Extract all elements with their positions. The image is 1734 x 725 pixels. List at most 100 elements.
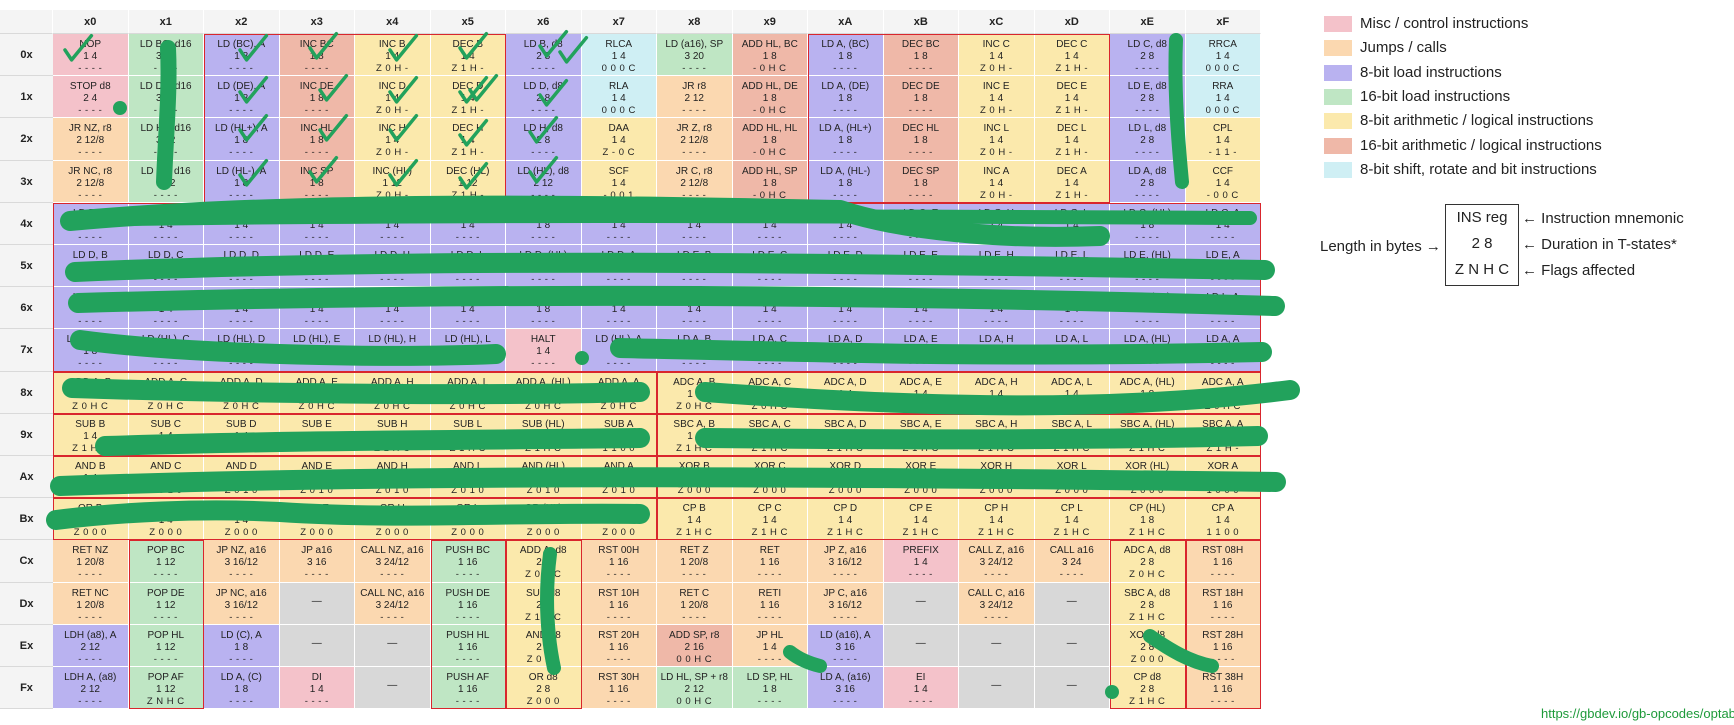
opcode-cell[interactable]: RET NC 1 20/8- - - -	[53, 582, 129, 625]
opcode-cell[interactable]: —	[1034, 667, 1110, 710]
opcode-cell[interactable]: —	[959, 624, 1035, 667]
opcode-cell[interactable]: LD A, (BC) 1 8- - - -	[808, 34, 884, 77]
opcode-cell[interactable]: DEC SP 1 8- - - -	[883, 160, 959, 203]
opcode-cell[interactable]: LD HL, SP + r8 2 12 0 0 H C	[657, 667, 733, 710]
opcode-cell[interactable]: —	[279, 582, 355, 625]
opcode-cell[interactable]: LD A, (HL+) 1 8- - - -	[808, 118, 884, 161]
opcode-cell[interactable]: CALL NC, a16 3 24/12- - - -	[355, 582, 431, 625]
opcode-cell[interactable]: POP AF 1 12 Z N H C	[128, 667, 204, 710]
opcode-cell[interactable]: LD SP, d16 3 12- - - -	[128, 160, 204, 203]
opcode-cell[interactable]: LD D, (HL) 1 8- - - -	[506, 245, 582, 288]
opcode-cell[interactable]: RETI 1 16- - - -	[732, 582, 808, 625]
opcode-cell[interactable]: PREFIX 1 4- - - -	[883, 540, 959, 583]
opcode-cell[interactable]: LD H, d8 2 8- - - -	[506, 118, 582, 161]
opcode-cell[interactable]: LD D, d8 2 8- - - -	[506, 76, 582, 119]
opcode-cell[interactable]: JR NZ, r8 2 12/8- - - -	[53, 118, 129, 161]
opcode-cell[interactable]: RST 30H 1 16- - - -	[581, 667, 657, 710]
opcode-cell[interactable]: JR Z, r8 2 12/8- - - -	[657, 118, 733, 161]
opcode-cell[interactable]: RST 20H 1 16- - - -	[581, 624, 657, 667]
opcode-cell[interactable]: PUSH BC 1 16- - - -	[430, 540, 506, 583]
opcode-cell[interactable]: —	[883, 582, 959, 625]
opcode-cell[interactable]: LD A, (DE) 1 8- - - -	[808, 76, 884, 119]
opcode-cell[interactable]: LD B, d8 2 8- - - -	[506, 34, 582, 77]
opcode-cell[interactable]: JP NC, a16 3 16/12- - - -	[204, 582, 280, 625]
opcode-cell[interactable]: STOP d8 2 4- - - -	[53, 76, 129, 119]
opcode-cell[interactable]: —	[355, 667, 431, 710]
opcode-cell[interactable]: RST 38H 1 16- - - -	[1185, 667, 1261, 710]
opcode-cell[interactable]: CALL Z, a16 3 24/12- - - -	[959, 540, 1035, 583]
opcode-cell[interactable]: LD L, d8 2 8- - - -	[1110, 118, 1186, 161]
opcode-cell[interactable]: JP NZ, a16 3 16/12- - - -	[204, 540, 280, 583]
opcode-cell[interactable]: JP a16 3 16- - - -	[279, 540, 355, 583]
opcode-cell[interactable]: POP BC 1 12- - - -	[128, 540, 204, 583]
opcode-cell[interactable]: —	[355, 624, 431, 667]
opcode-cell[interactable]: CALL a16 3 24- - - -	[1034, 540, 1110, 583]
opcode-cell[interactable]: DEC HL 1 8- - - -	[883, 118, 959, 161]
opcode-cell[interactable]: —	[959, 667, 1035, 710]
opcode-cell[interactable]: LD A, (a16) 3 16- - - -	[808, 667, 884, 710]
opcode-cell[interactable]: —	[1034, 624, 1110, 667]
opcode-cell[interactable]: PUSH HL 1 16- - - -	[430, 624, 506, 667]
opcode-cell[interactable]: NOP 1 4- - - -	[53, 34, 129, 77]
